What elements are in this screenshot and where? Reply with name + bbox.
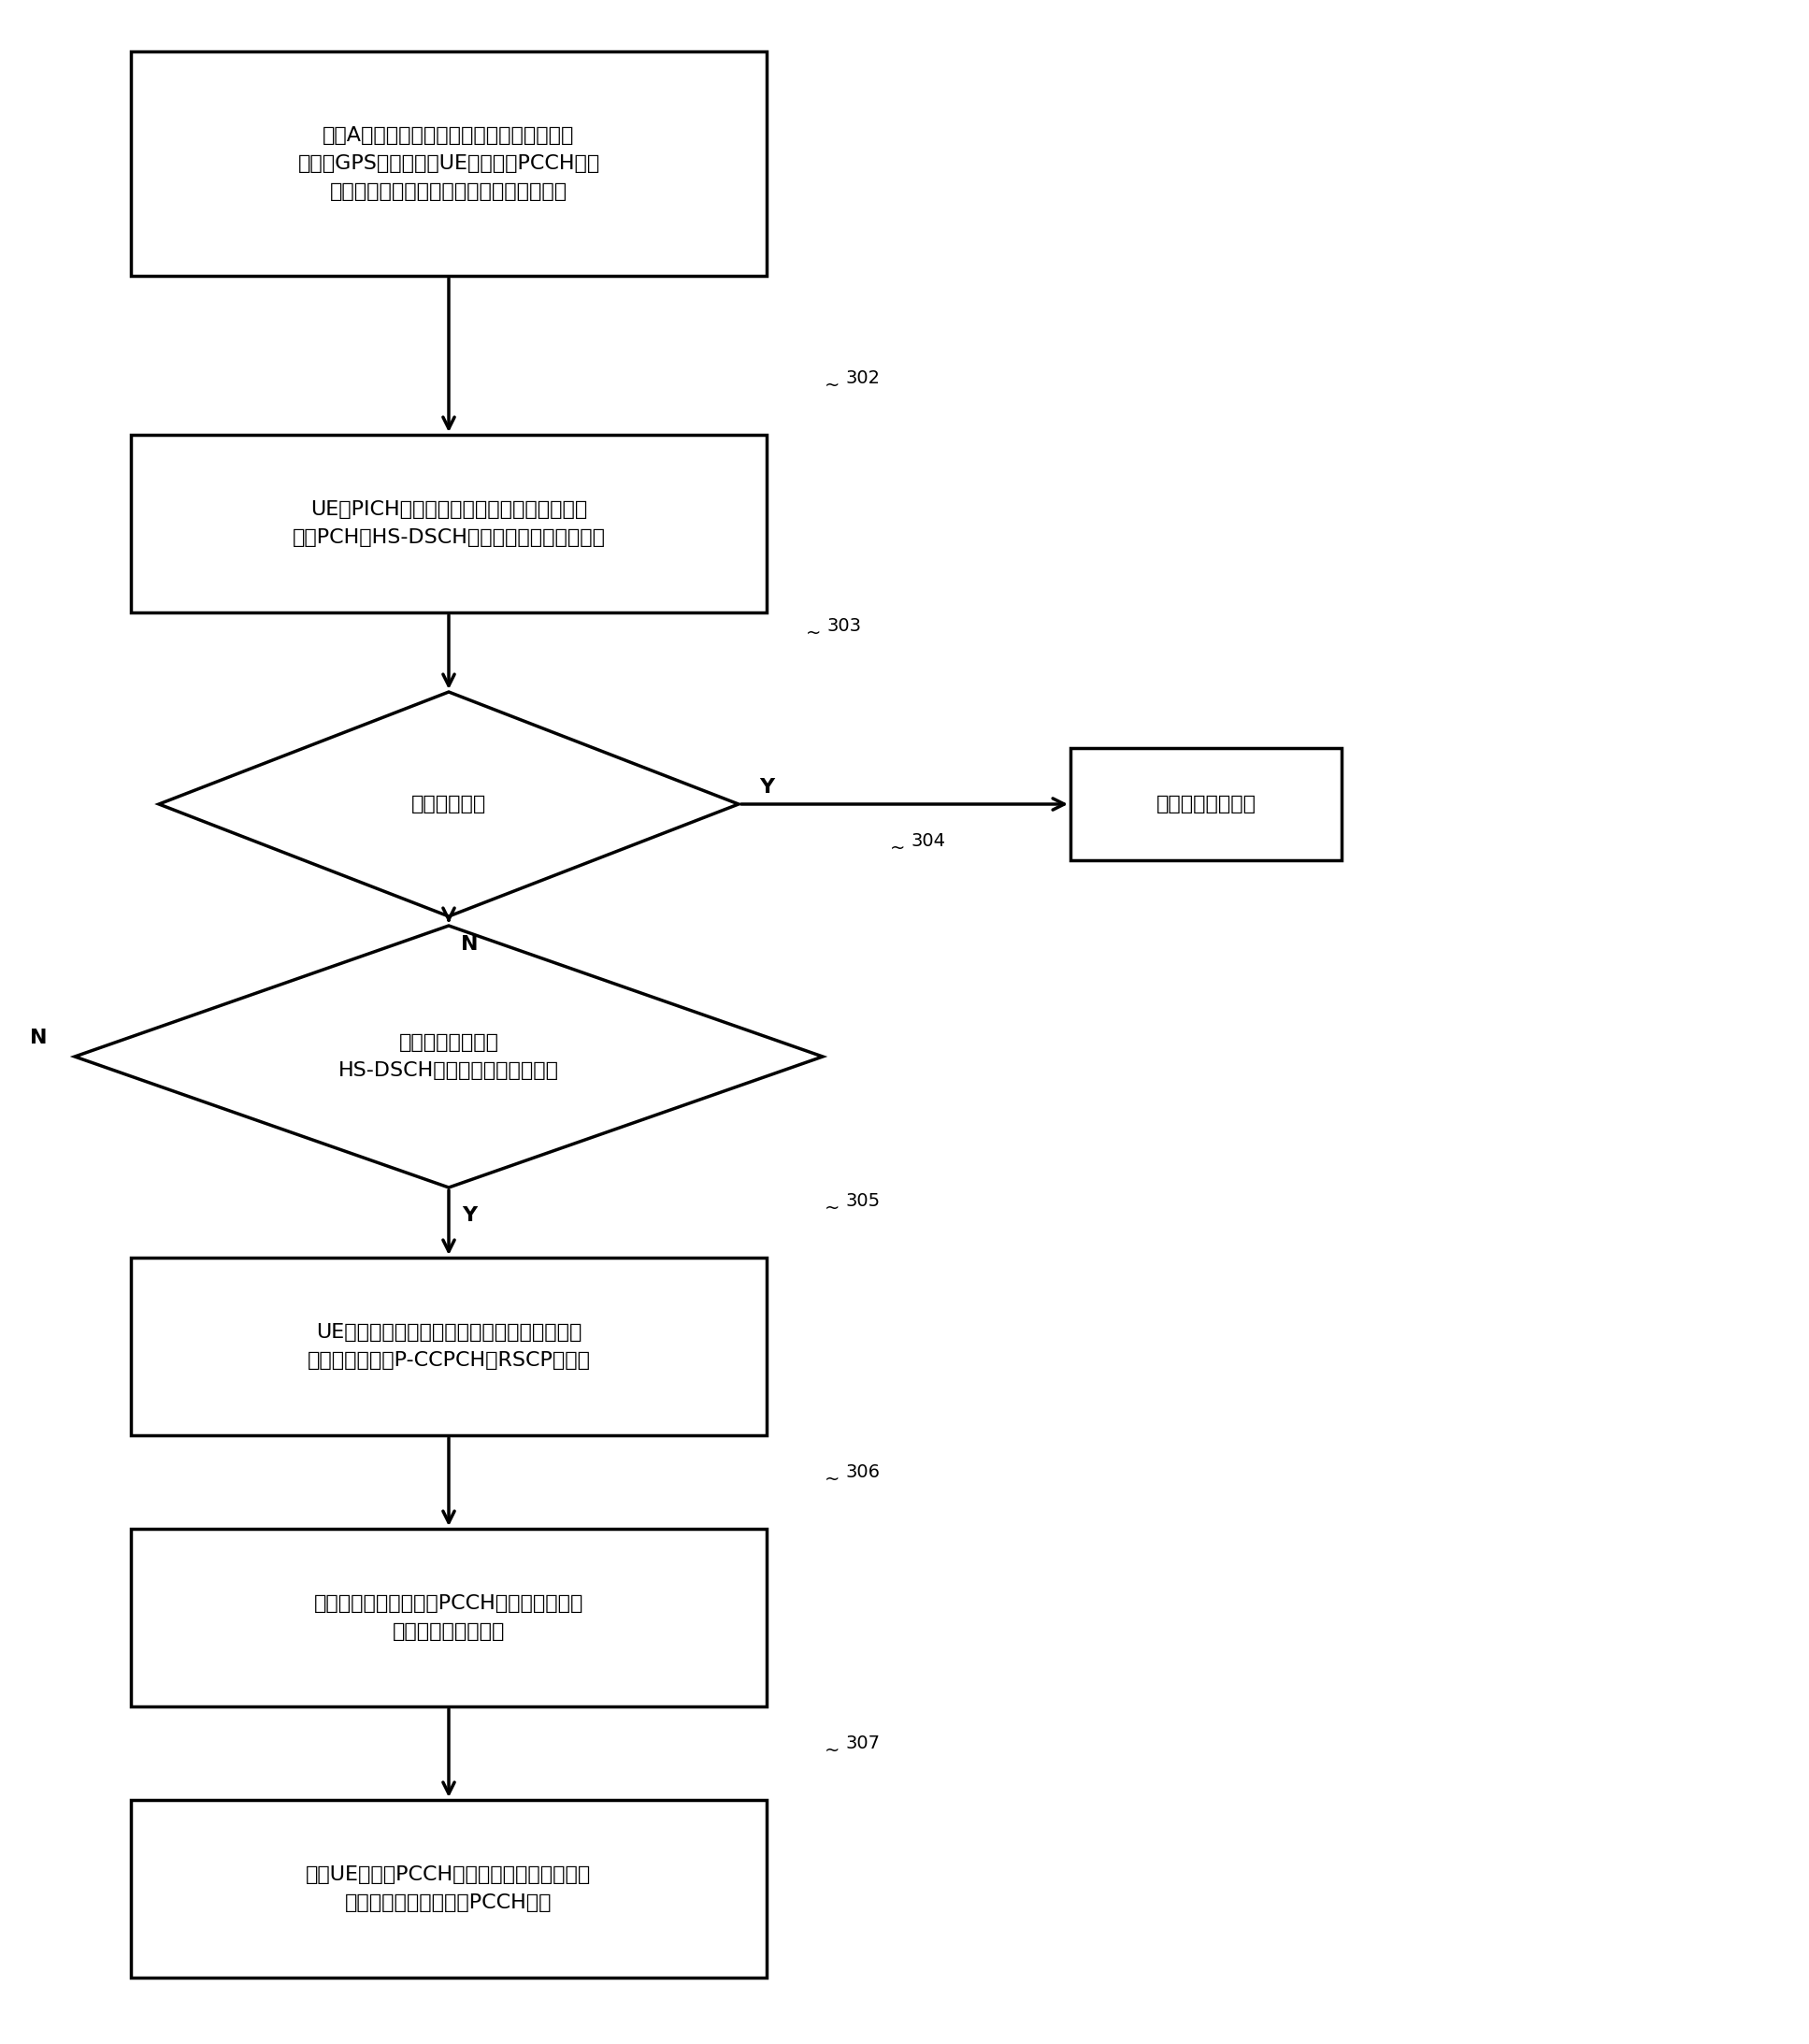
Text: 是否成功解码: 是否成功解码 xyxy=(411,795,487,814)
Text: UE从PICH读取到寻呼指示后，尝试解码承载
对应PCH的HS-DSCH信道数据以获取寻呼信息: UE从PICH读取到寻呼指示后，尝试解码承载 对应PCH的HS-DSCH信道数据… xyxy=(291,501,606,548)
Text: 302: 302 xyxy=(845,370,879,386)
Text: 304: 304 xyxy=(910,832,944,850)
Bar xyxy=(130,1529,767,1707)
Text: Y: Y xyxy=(760,779,774,797)
Text: ~: ~ xyxy=(825,1200,839,1218)
Text: 按照常规流程处理: 按照常规流程处理 xyxy=(1156,795,1255,814)
Bar xyxy=(130,1801,767,1979)
Text: 是否连续尝试解码
HS-DSCH信道失败超过规定次数: 是否连续尝试解码 HS-DSCH信道失败超过规定次数 xyxy=(338,1034,559,1079)
Text: 303: 303 xyxy=(827,617,861,636)
Text: Y: Y xyxy=(461,1206,478,1224)
Text: ~: ~ xyxy=(825,1472,839,1488)
Text: 根据UE上报的PCCH寻呼失败日志信息，采用
相应的优化措施，优化PCCH信道: 根据UE上报的PCCH寻呼失败日志信息，采用 相应的优化措施，优化PCCH信道 xyxy=(306,1866,592,1911)
Text: N: N xyxy=(29,1028,47,1047)
Bar xyxy=(130,1257,767,1435)
Text: 307: 307 xyxy=(845,1735,879,1752)
Bar xyxy=(1071,748,1342,861)
Text: 在规定的时间将记录的PCCH寻呼失败日志信
息传送给网络侧设备: 在规定的时间将记录的PCCH寻呼失败日志信 息传送给网络侧设备 xyxy=(315,1594,584,1641)
Text: 305: 305 xyxy=(845,1192,879,1210)
Text: UE记录此次失败事件，以及发生的时间戳、当
前小区的标识，P-CCPCH的RSCP测量值: UE记录此次失败事件，以及发生的时间戳、当 前小区的标识，P-CCPCH的RSC… xyxy=(308,1322,590,1369)
Text: N: N xyxy=(461,934,478,955)
Polygon shape xyxy=(74,926,823,1188)
Text: ~: ~ xyxy=(825,1741,839,1760)
Text: ~: ~ xyxy=(805,625,821,642)
Bar xyxy=(130,51,767,276)
Polygon shape xyxy=(159,693,738,916)
Bar xyxy=(130,435,767,613)
Text: 小区A的网络侧设备发送系统消息，指示小区
内具有GPS定位能力的UE记录接收PCCH失败
时的事件，并定时上报记录的失败事件信息: 小区A的网络侧设备发送系统消息，指示小区 内具有GPS定位能力的UE记录接收PC… xyxy=(298,127,601,200)
Text: 306: 306 xyxy=(845,1464,879,1482)
Text: ~: ~ xyxy=(825,376,839,394)
Text: ~: ~ xyxy=(890,840,904,856)
